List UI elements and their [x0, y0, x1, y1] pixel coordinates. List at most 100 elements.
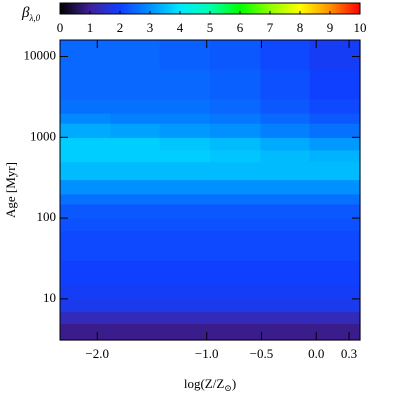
- heatmap-cell: [60, 203, 111, 219]
- heatmap-cell: [309, 218, 361, 232]
- x-axis-label-sub: ⊙: [224, 383, 232, 393]
- heatmap-cell: [110, 137, 161, 151]
- y-tick-label: 1000: [30, 128, 56, 143]
- heatmap-cell: [309, 203, 361, 219]
- heatmap-cell: [260, 298, 311, 313]
- heatmap-cell: [210, 274, 261, 286]
- heatmap-cell: [260, 112, 311, 124]
- heatmap-cell: [60, 137, 111, 151]
- colorbar-tick-label: 7: [267, 20, 274, 35]
- heatmap-cell: [210, 260, 261, 276]
- heatmap-cell: [110, 218, 161, 232]
- heatmap-cell: [159, 80, 211, 100]
- heatmap-cell: [60, 179, 111, 195]
- heatmap-cell: [60, 123, 111, 138]
- colorbar-tick-label: 3: [147, 20, 154, 35]
- heatmap-cell: [159, 193, 211, 205]
- heatmap-cell: [260, 179, 311, 195]
- heatmap-cell: [210, 242, 261, 261]
- colorbar-tick-label: 5: [207, 20, 214, 35]
- heatmap-cell: [210, 323, 261, 341]
- heatmap-cell: [60, 274, 111, 286]
- heatmap-cell: [309, 161, 361, 181]
- heatmap-cell: [260, 137, 311, 151]
- heatmap-cell: [110, 56, 161, 70]
- heatmap-cell: [110, 260, 161, 276]
- heatmap-cell: [159, 161, 211, 181]
- heatmap-cell: [110, 311, 161, 324]
- heatmap-cell: [110, 112, 161, 124]
- heatmap-cell: [110, 230, 161, 244]
- heatmap-cell: [210, 98, 261, 114]
- heatmap-cell: [159, 56, 211, 70]
- heatmap-cell: [309, 193, 361, 205]
- heatmap-cell: [60, 284, 111, 300]
- heatmap-cell: [309, 80, 361, 100]
- heatmap-cell: [60, 98, 111, 114]
- heatmap-cell: [210, 112, 261, 124]
- heatmap-cell: [60, 80, 111, 100]
- heatmap-cell: [60, 149, 111, 163]
- heatmap-cell: [159, 149, 211, 163]
- heatmap-cell: [159, 179, 211, 195]
- heatmap-cell: [210, 137, 261, 151]
- colorbar-tick-label: 1: [87, 20, 94, 35]
- colorbar-tick-label: 9: [327, 20, 334, 35]
- heatmap-cell: [159, 69, 211, 82]
- heatmap-cell: [260, 98, 311, 114]
- heatmap-cell: [159, 112, 211, 124]
- colorbar-tick-label: 0: [57, 20, 64, 35]
- heatmap-cell: [210, 311, 261, 324]
- heatmap-cell: [210, 203, 261, 219]
- heatmap-cell: [309, 284, 361, 300]
- colorbar-tick-label: 6: [237, 20, 244, 35]
- heatmap-cell: [60, 230, 111, 244]
- heatmap-cell: [309, 242, 361, 261]
- heatmap-cell: [110, 161, 161, 181]
- heatmap-cell: [110, 40, 161, 58]
- heatmap-cell: [159, 98, 211, 114]
- heatmap-cell: [110, 69, 161, 82]
- heatmap-cell: [110, 203, 161, 219]
- heatmap-cell: [159, 298, 211, 313]
- heatmap-cell: [60, 298, 111, 313]
- heatmap-cell: [260, 230, 311, 244]
- heatmap-cell: [260, 161, 311, 181]
- heatmap-cell: [210, 123, 261, 138]
- heatmap-cell: [309, 260, 361, 276]
- x-axis-label: log(Z/Z⊙): [184, 376, 236, 393]
- heatmap-cell: [60, 112, 111, 124]
- heatmap-cell: [260, 311, 311, 324]
- heatmap-cell: [159, 284, 211, 300]
- heatmap-cell: [60, 193, 111, 205]
- heatmap-cell: [60, 56, 111, 70]
- heatmap-cell: [60, 161, 111, 181]
- heatmap-cell: [210, 149, 261, 163]
- heatmap-cell: [210, 161, 261, 181]
- heatmap-cell: [159, 242, 211, 261]
- heatmap-cell: [309, 179, 361, 195]
- heatmap-cell: [159, 218, 211, 232]
- heatmap-cell: [110, 284, 161, 300]
- x-tick-label: −1.0: [195, 346, 219, 361]
- heatmap-cell: [60, 311, 111, 324]
- heatmap-cell: [309, 298, 361, 313]
- plot-frame: [59, 39, 361, 341]
- x-tick-label: −0.5: [250, 346, 274, 361]
- heatmap-cell: [60, 40, 111, 58]
- heatmap-cell: [309, 137, 361, 151]
- heatmap-cell: [60, 69, 111, 82]
- heatmap-cell: [309, 69, 361, 82]
- y-tick-label: 10: [43, 290, 56, 305]
- heatmap-cell: [309, 40, 361, 58]
- heatmap-cell: [309, 323, 361, 341]
- heatmap-cell: [110, 98, 161, 114]
- heatmap-cell: [210, 56, 261, 70]
- heatmap-cell: [260, 40, 311, 58]
- colorbar-tick-label: 2: [117, 20, 124, 35]
- heatmap-cell: [110, 179, 161, 195]
- heatmap-cell: [260, 260, 311, 276]
- heatmap-cell: [159, 311, 211, 324]
- heatmap-cell: [60, 242, 111, 261]
